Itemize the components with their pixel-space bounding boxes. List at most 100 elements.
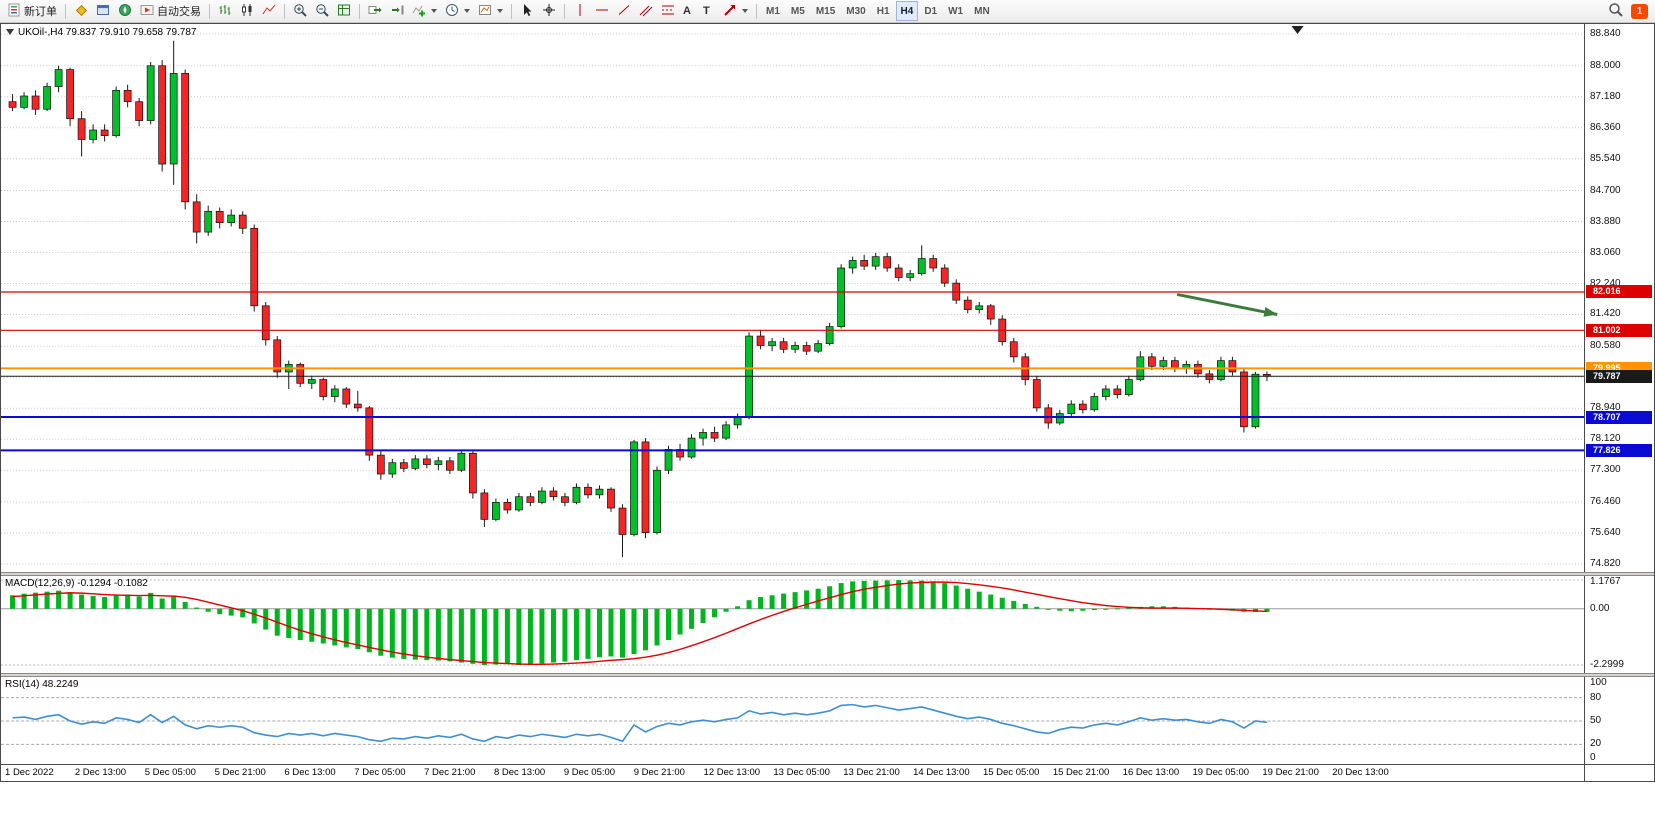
search-button[interactable] <box>1604 1 1627 21</box>
macd-histogram-bar <box>516 608 522 666</box>
candlestick-chart-button[interactable] <box>236 1 258 21</box>
candle <box>399 462 408 469</box>
navigator-button[interactable] <box>114 1 136 21</box>
candle <box>1228 360 1237 373</box>
label-tool-button[interactable]: T <box>699 1 719 21</box>
text-tool-button[interactable]: A <box>679 1 699 21</box>
auto-trading-button[interactable]: 自动交易 <box>136 1 205 21</box>
crosshair-button[interactable] <box>538 1 560 21</box>
timeframe-m1-button[interactable]: M1 <box>761 1 785 21</box>
timeframe-d1-button[interactable]: D1 <box>919 1 942 21</box>
arrows-tool-button[interactable] <box>719 1 752 21</box>
candlestick-chart[interactable] <box>1 24 1584 572</box>
macd-histogram-bar <box>1057 608 1063 611</box>
channel-button[interactable] <box>635 1 657 21</box>
market-watch-button[interactable] <box>70 1 92 21</box>
timeframe-mn-button[interactable]: MN <box>969 1 995 21</box>
vertical-line-icon <box>573 3 587 20</box>
new-order-label: 新订单 <box>24 6 57 18</box>
candle <box>584 486 592 496</box>
rsi-panel[interactable] <box>1 677 1584 764</box>
one-click-trading-arrow[interactable] <box>6 29 14 35</box>
macd-histogram-bar <box>297 608 303 641</box>
chart-header: UKOil-,H4 79.837 79.910 79.658 79.787 <box>18 27 197 38</box>
market-watch-icon <box>74 3 88 20</box>
timeframe-w1-button[interactable]: W1 <box>943 1 968 21</box>
price-tick: 88.000 <box>1590 59 1621 71</box>
candle <box>112 89 121 137</box>
templates-button[interactable] <box>474 1 507 21</box>
macd-histogram-bar <box>907 580 913 609</box>
line-chart-button[interactable] <box>258 1 280 21</box>
candle <box>353 403 362 409</box>
macd-histogram-bar <box>539 608 545 664</box>
candle <box>365 407 374 456</box>
candle <box>756 335 765 346</box>
horizontal-line-button[interactable] <box>591 1 613 21</box>
time-axis[interactable]: 1 Dec 2022 2 Dec 13:00 5 Dec 05:00 5 Dec 21… <box>1 764 1584 781</box>
panel-separator[interactable] <box>1 572 1654 576</box>
candle <box>929 258 938 269</box>
indicators-button[interactable] <box>408 1 441 21</box>
trend-arrow[interactable] <box>1176 292 1278 316</box>
candle <box>215 210 224 223</box>
new-order-button[interactable]: 新订单 <box>3 1 61 21</box>
text-tool-icon: A <box>683 5 691 17</box>
candle <box>848 260 857 269</box>
macd-panel[interactable] <box>1 576 1584 673</box>
macd-histogram-bar <box>240 608 246 618</box>
trendline-icon <box>617 3 631 20</box>
candle <box>204 210 213 233</box>
data-window-button[interactable] <box>92 1 114 21</box>
macd-histogram-bar <box>1011 600 1017 609</box>
macd-histogram-bar <box>1091 608 1097 610</box>
price-tick: 88.840 <box>1590 28 1621 39</box>
timeframe-h4-button[interactable]: H4 <box>895 1 919 21</box>
vertical-line-button[interactable] <box>569 1 591 21</box>
trendline-button[interactable] <box>613 1 635 21</box>
macd-plot[interactable]: MACD(12,26,9) -0.1294 -0.1082 <box>1 576 1584 673</box>
main-chart-plot[interactable]: UKOil-,H4 79.837 79.910 79.658 79.787 <box>1 24 1584 572</box>
timeframe-m5-button[interactable]: M5 <box>786 1 810 21</box>
price-tag: 81.002 <box>1586 323 1652 337</box>
macd-histogram-bar <box>424 608 430 661</box>
chart-shift-button[interactable] <box>386 1 408 21</box>
candle <box>722 424 730 439</box>
price-tick: 83.880 <box>1590 215 1621 227</box>
timeframe-m30-button[interactable]: M30 <box>841 1 870 21</box>
auto-scroll-button[interactable] <box>364 1 386 21</box>
macd-histogram-bar <box>631 608 637 655</box>
macd-histogram-bar <box>919 580 925 609</box>
toolbar-separator <box>756 3 757 19</box>
cursor-button[interactable] <box>516 1 538 21</box>
rsi-label: RSI(14) 48.2249 <box>5 679 79 690</box>
periods-button[interactable] <box>441 1 474 21</box>
candle <box>1009 341 1018 358</box>
notification-badge[interactable]: 1 <box>1631 3 1648 19</box>
candle <box>1240 371 1248 428</box>
rsi-tick: 80 <box>1590 691 1602 703</box>
macd-histogram-bar <box>21 593 27 609</box>
new-chart-button[interactable] <box>333 1 355 21</box>
price-tag: 79.787 <box>1586 369 1652 383</box>
price-axis[interactable]: 88.840 88.000 87.180 86.360 85.540 84.700 83.8… <box>1584 24 1654 572</box>
chart-shift-marker[interactable] <box>1291 26 1304 34</box>
main-toolbar: 新订单 自动交易 <box>0 0 1655 23</box>
rsi-plot[interactable]: RSI(14) 48.2249 <box>1 677 1584 764</box>
timeframe-h1-button[interactable]: H1 <box>872 1 895 21</box>
zoom-out-button[interactable] <box>311 1 333 21</box>
candle <box>123 89 132 103</box>
panel-separator[interactable] <box>1 673 1654 677</box>
candle <box>342 388 351 405</box>
fibonacci-button[interactable] <box>657 1 679 21</box>
macd-histogram-bar <box>562 608 568 662</box>
candle <box>906 273 915 278</box>
candle <box>503 502 512 511</box>
macd-histogram-bar <box>67 592 73 609</box>
timeframe-m15-button[interactable]: M15 <box>811 1 840 21</box>
zoom-in-button[interactable] <box>289 1 311 21</box>
macd-histogram-bar <box>148 592 154 609</box>
macd-histogram-bar <box>953 585 959 609</box>
bar-chart-button[interactable] <box>214 1 236 21</box>
candle <box>77 118 86 140</box>
